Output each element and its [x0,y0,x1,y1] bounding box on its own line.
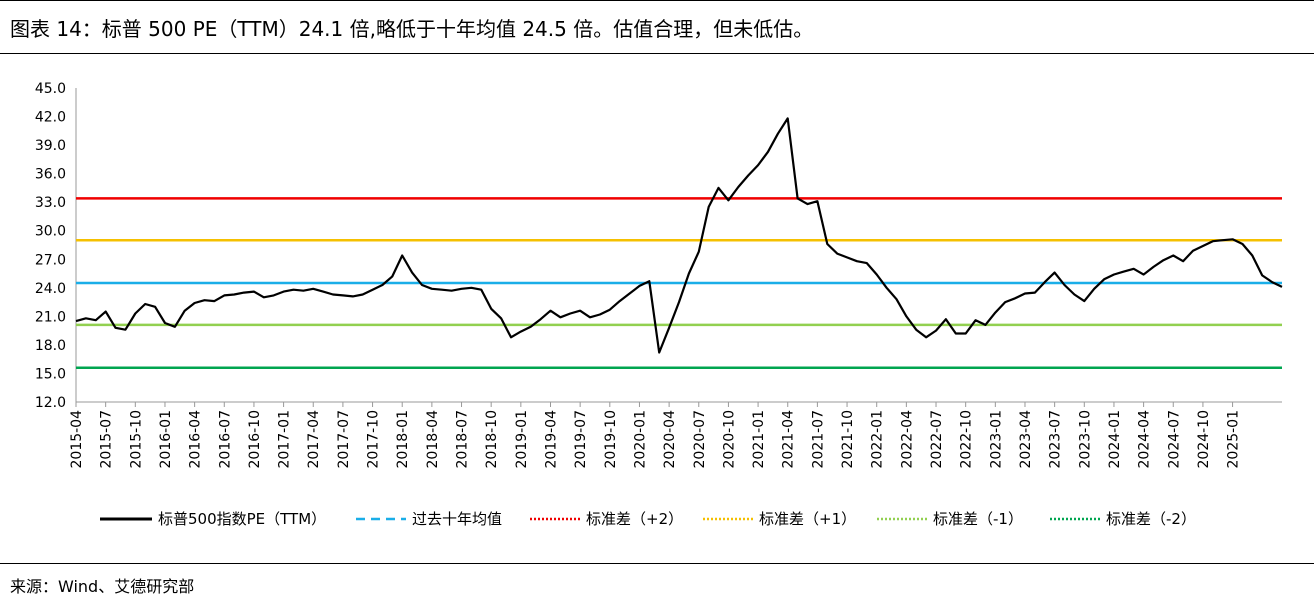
x-tick-label: 2016-10 [247,410,263,469]
legend-label: 过去十年均值 [412,510,502,528]
y-tick-label: 39.0 [35,138,66,154]
x-tick-label: 2020-07 [692,410,708,469]
title-bar: 图表 14：标普 500 PE（TTM）24.1 倍,略低于十年均值 24.5 … [0,0,1314,54]
x-tick-label: 2021-10 [840,410,856,469]
x-tick-label: 2024-01 [1107,410,1123,469]
legend-item: 标准差（+1） [703,510,856,528]
legend-item: 标准差（-1） [877,510,1023,528]
legend-item: 过去十年均值 [356,510,502,528]
x-tick-label: 2020-10 [721,410,737,469]
y-tick-label: 33.0 [35,195,66,211]
x-tick-label: 2015-07 [99,410,115,469]
x-tick-label: 2021-01 [751,410,767,469]
x-tick-label: 2017-07 [336,410,352,469]
legend-label: 标准差（+2） [586,510,683,528]
legend-item: 标普500指数PE（TTM） [100,510,326,528]
x-tick-label: 2015-04 [69,410,85,469]
x-tick-label: 2022-01 [870,410,886,469]
y-tick-label: 30.0 [35,224,66,240]
x-tick-label: 2021-07 [810,410,826,469]
chart-title: 图表 14：标普 500 PE（TTM）24.1 倍,略低于十年均值 24.5 … [10,17,814,41]
x-tick-label: 2017-01 [277,410,293,469]
x-tick-label: 2018-01 [395,410,411,469]
x-tick-label: 2022-07 [929,410,945,469]
pe-series-line [75,117,1283,354]
x-tick-label: 2023-04 [1018,410,1034,469]
y-tick-label: 21.0 [35,309,66,325]
y-tick-label: 24.0 [35,281,66,297]
y-tick-label: 36.0 [35,167,66,183]
x-tick-label: 2021-04 [781,410,797,469]
x-tick-label: 2017-10 [366,410,382,469]
x-tick-label: 2023-10 [1077,410,1093,469]
x-tick-label: 2016-07 [217,410,233,469]
y-tick-label: 18.0 [35,338,66,354]
legend-label: 标准差（-1） [933,510,1023,528]
x-tick-label: 2020-01 [632,410,648,469]
x-tick-label: 2016-01 [158,410,174,469]
x-tick-label: 2018-10 [484,410,500,469]
chart-area: 45.0 42.0 39.0 36.0 33.0 30.0 27.0 24.0 21.0 18.0… [0,60,1314,565]
x-tick-label: 2020-04 [662,410,678,469]
x-tick-label: 2017-04 [306,410,322,469]
legend-item: 标准差（-2） [1050,510,1196,528]
x-tick-label: 2024-10 [1196,410,1212,469]
y-tick-label: 27.0 [35,252,66,268]
x-tick-label: 2024-07 [1166,410,1182,469]
x-tick-label: 2022-04 [899,410,915,469]
y-tick-label: 12.0 [35,395,66,411]
x-tick-label: 2019-07 [573,410,589,469]
y-tick-label: 15.0 [35,366,66,382]
x-tick-label: 2019-04 [543,410,559,469]
x-tick-label: 2019-10 [603,410,619,469]
legend-item: 标准差（+2） [530,510,683,528]
x-tick-label: 2018-04 [425,410,441,469]
source-note: 来源：Wind、艾德研究部 [10,577,195,596]
legend-label: 标准差（+1） [759,510,856,528]
x-tick-label: 2015-10 [128,410,144,469]
x-tick-label: 2016-04 [188,410,204,469]
x-tick-label: 2018-07 [455,410,471,469]
y-tick-label: 42.0 [35,110,66,126]
source-bar: 来源：Wind、艾德研究部 [0,563,1314,600]
legend-label: 标准差（-2） [1106,510,1196,528]
x-tick-label: 2024-04 [1137,410,1153,469]
y-tick-label: 45.0 [35,81,66,97]
pe-chart: 45.0 42.0 39.0 36.0 33.0 30.0 27.0 24.0 21.0 18.0… [35,81,1283,528]
x-tick-label: 2023-01 [988,410,1004,469]
x-tick-label: 2022-10 [959,410,975,469]
x-tick-label: 2025-01 [1226,410,1242,469]
x-tick-label: 2019-01 [514,410,530,469]
legend-label: 标普500指数PE（TTM） [158,510,326,528]
x-tick-label: 2023-07 [1048,410,1064,469]
